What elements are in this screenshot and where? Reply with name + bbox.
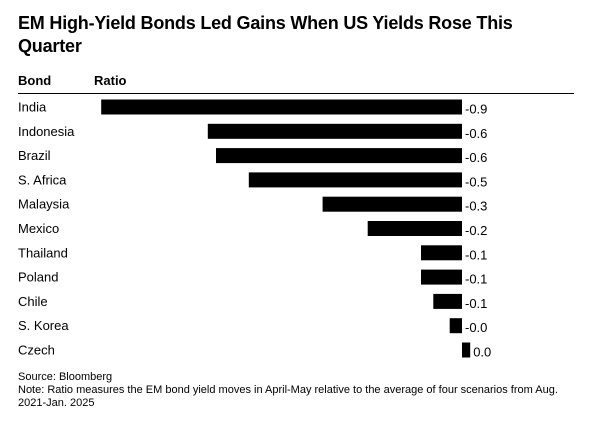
bar-chart: India -0.9 Indonesia -0.6 Brazil -0.6 S. Afric… [18, 99, 491, 360]
bar-czech [462, 342, 471, 358]
category-label-czech: Czech [18, 343, 55, 358]
bond-column-header: Bond [18, 73, 52, 88]
category-label-chile: Chile [18, 294, 48, 309]
value-label-brazil: -0.6 [465, 150, 487, 165]
value-label-malaysia: -0.3 [465, 199, 487, 214]
bar-chile [433, 293, 462, 309]
category-label-brazil: Brazil [18, 148, 51, 163]
bar-mexico [367, 221, 462, 236]
bar-malaysia [322, 196, 462, 212]
bar-indonesia [207, 123, 462, 139]
category-label-poland: Poland [18, 270, 58, 285]
bar-brazil [216, 148, 462, 164]
value-label-mexico: -0.2 [465, 223, 487, 238]
category-label-s-africa: S. Africa [18, 172, 67, 187]
value-label-s-korea: -0.0 [465, 320, 487, 335]
bar-thailand [421, 245, 462, 261]
category-label-india: India [18, 100, 47, 115]
methodology-note: Note: Ratio measures the EM bond yield m… [18, 384, 558, 409]
value-label-s-africa: -0.5 [465, 174, 487, 189]
chart-footer: Source: Bloomberg Note: Ratio measures t… [18, 371, 578, 410]
value-label-poland: -0.1 [465, 272, 487, 287]
category-label-indonesia: Indonesia [18, 124, 75, 139]
category-label-thailand: Thailand [18, 245, 68, 260]
category-label-mexico: Mexico [18, 221, 59, 236]
bar-india [101, 99, 462, 115]
category-label-s-korea: S. Korea [18, 318, 69, 333]
value-label-india: -0.9 [465, 102, 487, 117]
value-label-czech: 0.0 [473, 345, 491, 360]
header-divider [18, 93, 574, 94]
value-label-indonesia: -0.6 [465, 126, 487, 141]
value-label-thailand: -0.1 [465, 247, 487, 262]
chart-title: EM High-Yield Bonds Led Gains When US Yi… [18, 13, 513, 56]
ratio-column-header: Ratio [94, 73, 127, 88]
bar-poland [421, 269, 462, 285]
category-label-malaysia: Malaysia [18, 197, 70, 212]
bar-s-korea [449, 318, 462, 334]
value-label-chile: -0.1 [465, 296, 487, 311]
bar-s-africa [248, 172, 462, 188]
source-note: Source: Bloomberg [18, 371, 113, 383]
